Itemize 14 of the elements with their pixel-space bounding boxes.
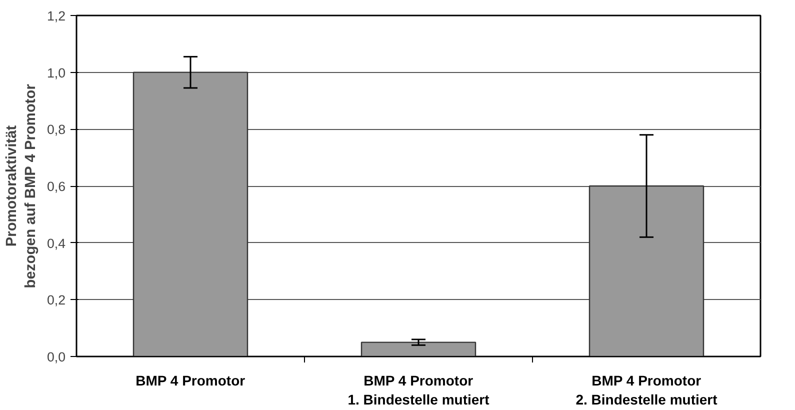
bar: [360, 342, 476, 356]
y-tick-label: 0,0: [46, 350, 66, 364]
y-tick-label: 0,6: [46, 179, 66, 194]
y-tick-label: 1,2: [46, 8, 66, 24]
y-axis-title: Promotoraktivität bezogen auf BMP 4 Promotor: [4, 84, 39, 288]
y-tick-label: 0,4: [46, 236, 66, 251]
x-tick-label: BMP 4 Promotor 1. Bindestelle mutiert: [348, 372, 490, 408]
bar: [588, 185, 704, 356]
y-tick-label: 1,0: [46, 65, 66, 80]
x-tick-label: BMP 4 Promotor 2. Bindestelle mutiert: [576, 372, 718, 408]
y-tick-label: 0,8: [46, 122, 66, 138]
bar: [132, 72, 248, 356]
x-tick-label: BMP 4 Promotor: [136, 372, 246, 388]
y-tick-label: 0,2: [46, 292, 66, 308]
